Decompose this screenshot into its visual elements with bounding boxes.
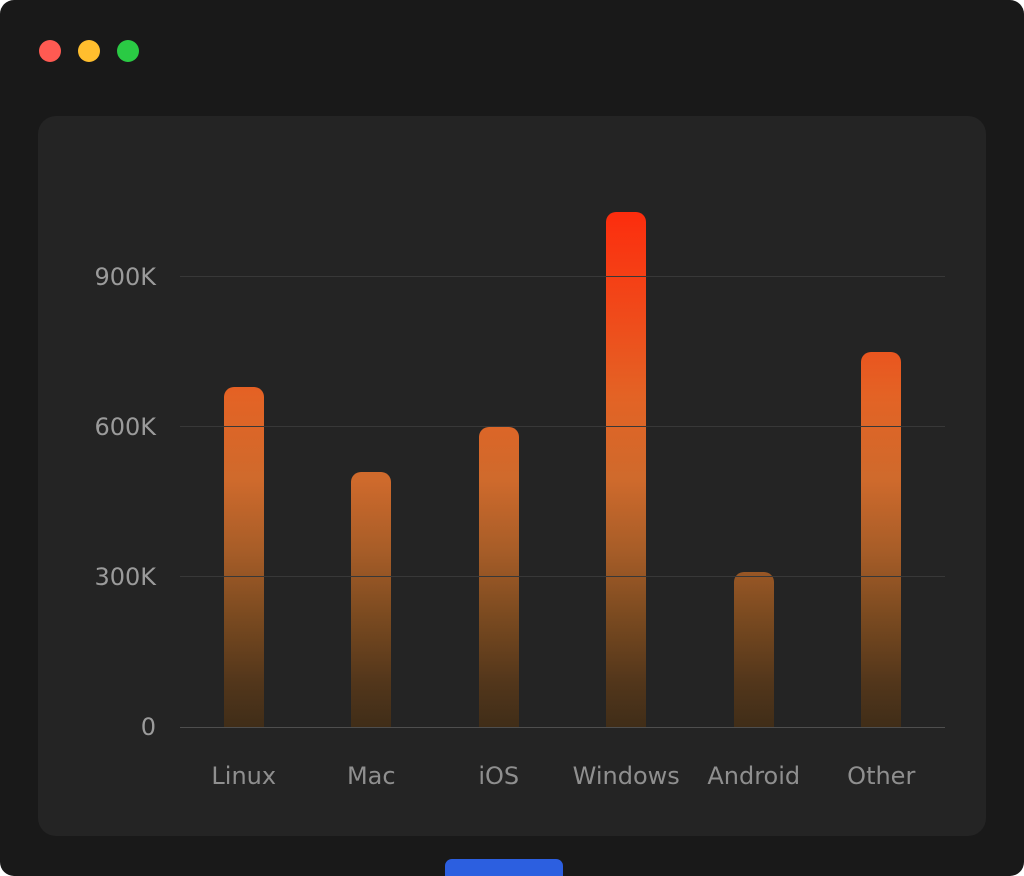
background-window-peek — [445, 859, 563, 876]
minimize-button[interactable] — [78, 40, 100, 62]
bar-slot — [180, 177, 308, 727]
plot-area — [180, 177, 945, 728]
y-axis-label: 300K — [94, 563, 156, 591]
x-axis-label-linux: Linux — [211, 762, 277, 790]
bar-mac[interactable] — [351, 472, 392, 727]
y-axis-label: 900K — [94, 263, 156, 291]
bar-other[interactable] — [861, 352, 902, 727]
bar-slot — [308, 177, 436, 727]
bar-ios[interactable] — [478, 427, 519, 727]
bar-slot — [818, 177, 946, 727]
titlebar — [39, 40, 139, 62]
bar-android[interactable] — [733, 572, 774, 727]
y-axis: 0 300K 600K 900K — [38, 177, 156, 741]
x-axis-label-mac: Mac — [346, 762, 396, 790]
close-button[interactable] — [39, 40, 61, 62]
bars-row — [180, 177, 945, 727]
bar-linux[interactable] — [223, 387, 264, 727]
chart-card: 0 300K 600K 900K Linux Mac iOS Windows Android O… — [38, 116, 986, 836]
x-axis-label-windows: Windows — [572, 762, 680, 790]
bar-slot — [563, 177, 691, 727]
bar-chart: 0 300K 600K 900K Linux Mac iOS Windows Android O… — [38, 116, 986, 836]
x-axis-label-android: Android — [707, 762, 801, 790]
bar-slot — [690, 177, 818, 727]
x-axis-label-ios: iOS — [478, 762, 520, 790]
y-axis-label: 0 — [140, 713, 156, 741]
bar-windows[interactable] — [606, 212, 647, 727]
bar-slot — [435, 177, 563, 727]
x-axis: Linux Mac iOS Windows Android Other — [180, 762, 945, 790]
y-axis-label: 600K — [94, 413, 156, 441]
gridline-600K — [180, 426, 945, 427]
gridline-300K — [180, 576, 945, 577]
x-axis-label-other: Other — [847, 762, 916, 790]
gridline-900K — [180, 276, 945, 277]
maximize-button[interactable] — [117, 40, 139, 62]
